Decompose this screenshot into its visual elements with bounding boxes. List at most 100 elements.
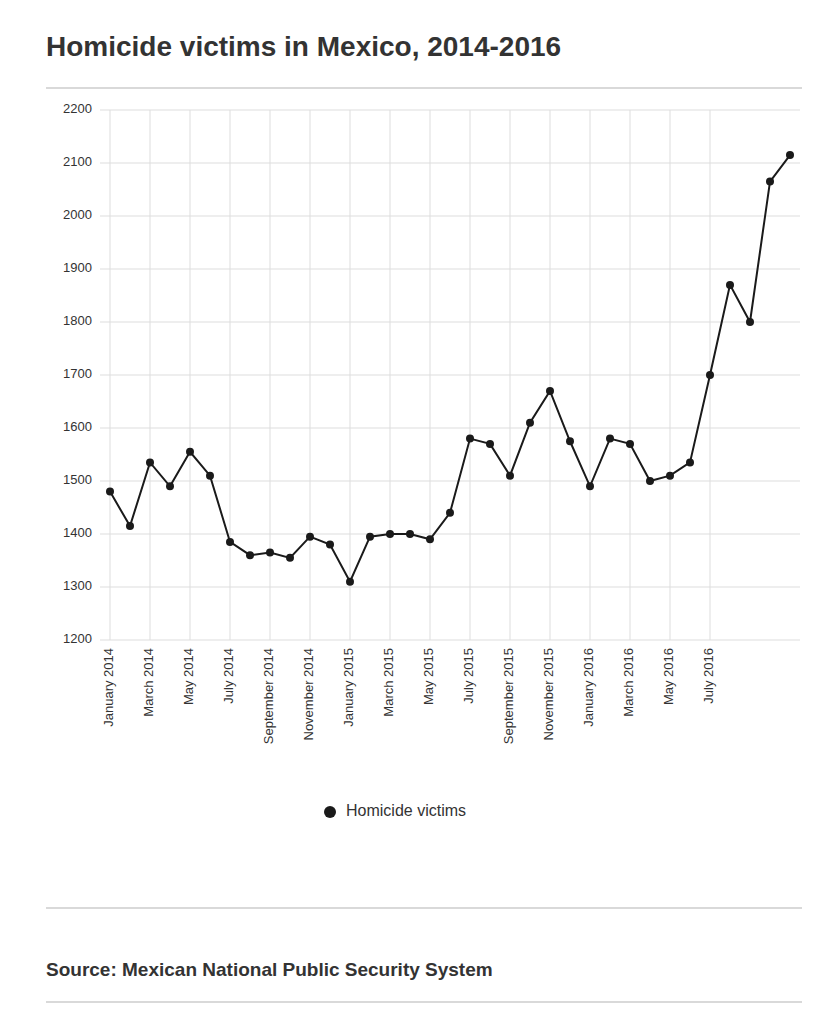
- axes: 1200130014001500160017001800190020002100…: [63, 101, 716, 744]
- series-marker: [446, 509, 454, 517]
- x-tick-label: November 2014: [301, 648, 316, 741]
- y-grid-line: [100, 428, 800, 429]
- legend-marker: [324, 806, 336, 818]
- series-marker: [566, 437, 574, 445]
- legend: Homicide victims: [324, 802, 466, 819]
- series-marker: [346, 578, 354, 586]
- x-grid-line: [590, 110, 591, 640]
- y-tick-label: 1400: [63, 525, 92, 540]
- x-tick-label: March 2014: [141, 648, 156, 717]
- x-grid-line: [350, 110, 351, 640]
- x-tick-label: March 2016: [621, 648, 636, 717]
- series-marker: [166, 482, 174, 490]
- y-grid-line: [100, 640, 800, 641]
- y-tick-label: 1600: [63, 419, 92, 434]
- x-tick-label: January 2016: [581, 648, 596, 727]
- series-marker: [526, 419, 534, 427]
- x-tick-label: July 2015: [461, 648, 476, 704]
- x-grid-line: [190, 110, 191, 640]
- chart-container: Homicide victims in Mexico, 2014-2016 120…: [0, 0, 840, 1028]
- y-grid-line: [100, 216, 800, 217]
- series-marker: [746, 318, 754, 326]
- y-tick-label: 2000: [63, 207, 92, 222]
- legend-label: Homicide victims: [346, 802, 466, 819]
- y-grid-line: [100, 481, 800, 482]
- series-marker: [266, 549, 274, 557]
- title-rule: [46, 87, 802, 89]
- y-tick-label: 2200: [63, 101, 92, 116]
- y-tick-label: 1900: [63, 260, 92, 275]
- x-grid-line: [470, 110, 471, 640]
- series-marker: [626, 440, 634, 448]
- y-grid-line: [100, 269, 800, 270]
- x-grid-line: [310, 110, 311, 640]
- x-tick-label: May 2014: [181, 648, 196, 705]
- x-grid-line: [550, 110, 551, 640]
- plot-area: [106, 151, 794, 586]
- series-marker: [486, 440, 494, 448]
- y-tick-label: 1200: [63, 631, 92, 646]
- x-tick-label: January 2014: [101, 648, 116, 727]
- series-marker: [786, 151, 794, 159]
- y-tick-label: 1800: [63, 313, 92, 328]
- y-grid-line: [100, 322, 800, 323]
- x-tick-label: March 2015: [381, 648, 396, 717]
- x-grid-line: [430, 110, 431, 640]
- series-marker: [226, 538, 234, 546]
- source-rule-top: [46, 907, 802, 909]
- background: [0, 0, 840, 1028]
- series-marker: [106, 488, 114, 496]
- series-marker: [126, 522, 134, 530]
- series-marker: [406, 530, 414, 538]
- grid: [100, 110, 800, 640]
- series-marker: [186, 448, 194, 456]
- series-marker: [706, 371, 714, 379]
- series-marker: [246, 551, 254, 559]
- series-line: [110, 155, 790, 582]
- x-grid-line: [510, 110, 511, 640]
- source-rule-bottom: [46, 1001, 802, 1003]
- x-grid-line: [110, 110, 111, 640]
- series-marker: [366, 533, 374, 541]
- x-tick-label: September 2014: [261, 648, 276, 744]
- series-marker: [426, 535, 434, 543]
- title: Homicide victims in Mexico, 2014-2016: [46, 31, 561, 62]
- x-tick-label: May 2016: [661, 648, 676, 705]
- series-marker: [326, 541, 334, 549]
- y-tick-label: 1700: [63, 366, 92, 381]
- series-marker: [606, 435, 614, 443]
- series-marker: [506, 472, 514, 480]
- series-marker: [146, 458, 154, 466]
- y-tick-label: 1500: [63, 472, 92, 487]
- series-marker: [386, 530, 394, 538]
- series-marker: [666, 472, 674, 480]
- x-tick-label: May 2015: [421, 648, 436, 705]
- x-grid-line: [230, 110, 231, 640]
- x-grid-line: [390, 110, 391, 640]
- series-marker: [286, 554, 294, 562]
- y-grid-line: [100, 163, 800, 164]
- series-marker: [686, 458, 694, 466]
- series-marker: [306, 533, 314, 541]
- series-marker: [546, 387, 554, 395]
- x-tick-label: July 2016: [701, 648, 716, 704]
- series-marker: [766, 178, 774, 186]
- series-marker: [586, 482, 594, 490]
- series-marker: [646, 477, 654, 485]
- series-marker: [466, 435, 474, 443]
- x-tick-label: November 2015: [541, 648, 556, 741]
- series-marker: [206, 472, 214, 480]
- y-tick-label: 2100: [63, 154, 92, 169]
- x-tick-label: September 2015: [501, 648, 516, 744]
- y-grid-line: [100, 110, 800, 111]
- y-grid-line: [100, 375, 800, 376]
- chart-svg: Homicide victims in Mexico, 2014-2016 120…: [0, 0, 840, 1028]
- y-grid-line: [100, 587, 800, 588]
- x-tick-label: July 2014: [221, 648, 236, 704]
- x-grid-line: [150, 110, 151, 640]
- source: Source: Mexican National Public Security…: [46, 959, 493, 980]
- series-marker: [726, 281, 734, 289]
- x-grid-line: [630, 110, 631, 640]
- x-tick-label: January 2015: [341, 648, 356, 727]
- y-grid-line: [100, 534, 800, 535]
